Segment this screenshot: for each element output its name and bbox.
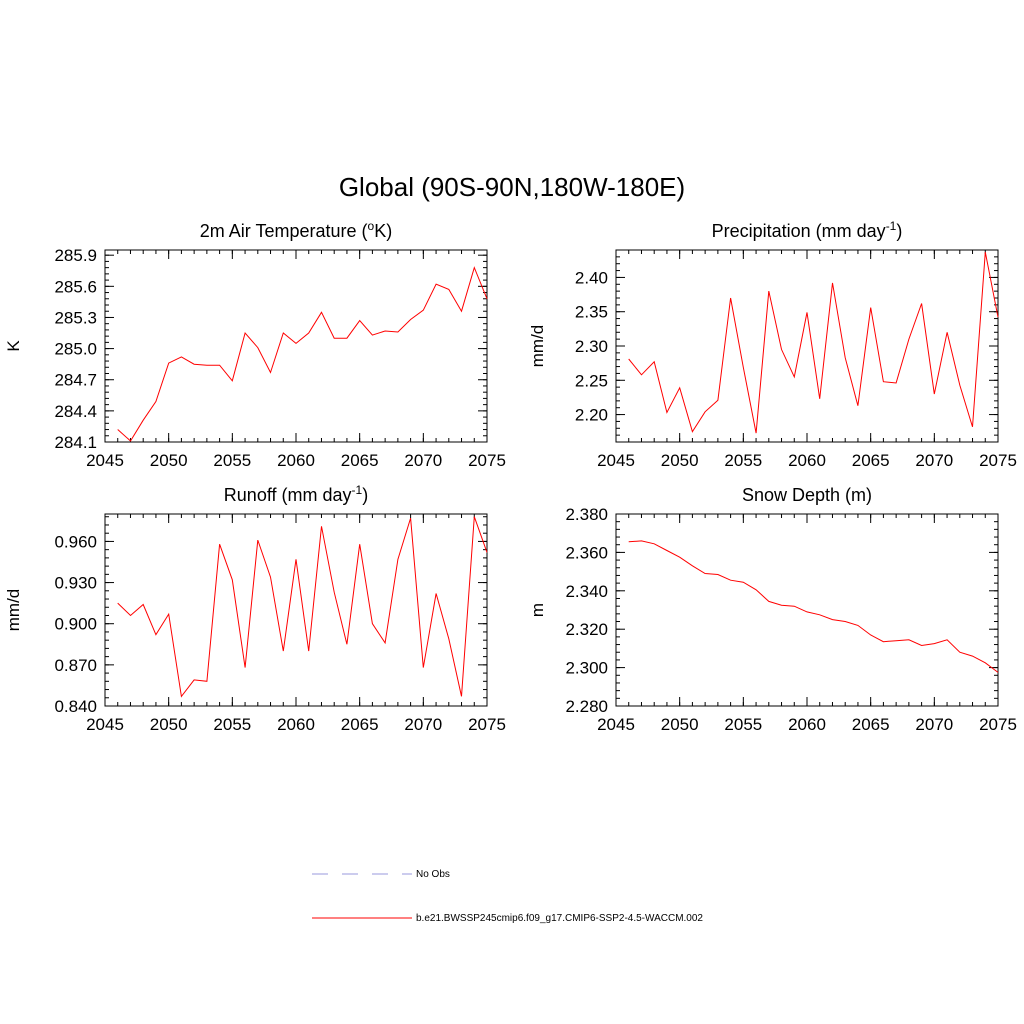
- precipitation-y-tick-label: 2.35: [575, 303, 608, 322]
- precipitation-y-tick-label: 2.40: [575, 268, 608, 287]
- precipitation-series-line: [628, 252, 999, 434]
- panel-runoff: 2045 2050 2055 2060 2065 2070 2075 0.840 0.870 0.…: [4, 483, 506, 734]
- air-temperature-y-tick-label: 285.9: [54, 246, 97, 265]
- precipitation-y-tick-label: 2.25: [575, 371, 608, 390]
- snow-depth-frame: [615, 513, 999, 707]
- runoff-y-tick-label: 0.870: [54, 656, 97, 675]
- snow-depth-y-tick-label: 2.300: [565, 659, 608, 678]
- runoff-x-tick-label: 2045: [86, 715, 124, 734]
- air-temperature-x-tick-label: 2075: [468, 451, 506, 470]
- precipitation-y-tick-label: 2.20: [575, 406, 608, 425]
- air-temperature-x-tick-label: 2070: [404, 451, 442, 470]
- precipitation-y-axis-label: mm/d: [528, 325, 547, 368]
- runoff-x-tick-label: 2065: [341, 715, 379, 734]
- precipitation-x-tick-label: 2050: [661, 451, 699, 470]
- snow-depth-x-tick-label: 2045: [597, 715, 635, 734]
- runoff-x-tick-label: 2070: [404, 715, 442, 734]
- snow-depth-y-tick-label: 2.360: [565, 543, 608, 562]
- air-temperature-frame: [104, 249, 488, 443]
- air-temperature-y-tick-label: 284.4: [54, 402, 97, 421]
- precipitation-y-tick-label: 2.30: [575, 337, 608, 356]
- snow-depth-x-tick-label: 2075: [979, 715, 1017, 734]
- air-temperature-x-tick-label: 2045: [86, 451, 124, 470]
- runoff-y-axis-label: mm/d: [4, 589, 23, 632]
- precipitation-x-tick-label: 2065: [852, 451, 890, 470]
- air-temperature-y-axis-label: K: [4, 340, 23, 352]
- runoff-y-tick-label: 0.960: [54, 532, 97, 551]
- snow-depth-title: Snow Depth (m): [742, 485, 872, 505]
- air-temperature-x-tick-label: 2050: [150, 451, 188, 470]
- runoff-y-tick-label: 0.840: [54, 697, 97, 716]
- air-temperature-series-line: [117, 266, 488, 442]
- legend: No Obs b.e21.BWSSP245cmip6.f09_g17.CMIP6…: [312, 869, 703, 924]
- air-temperature-y-tick-label: 285.3: [54, 308, 97, 327]
- runoff-x-tick-label: 2050: [150, 715, 188, 734]
- figure-title: Global (90S-90N,180W-180E): [339, 172, 685, 202]
- runoff-series-line: [117, 516, 488, 698]
- panel-air-temperature: 2045 2050 2055 2060 2065 2070 2075 284.1 284.4 28…: [4, 219, 506, 470]
- air-temperature-x-tick-label: 2055: [213, 451, 251, 470]
- air-temperature-y-tick-label: 285.6: [54, 277, 97, 296]
- precipitation-x-tick-label: 2060: [788, 451, 826, 470]
- snow-depth-y-tick-label: 2.320: [565, 620, 608, 639]
- air-temperature-title: 2m Air Temperature (oK): [200, 219, 392, 241]
- snow-depth-x-tick-label: 2070: [915, 715, 953, 734]
- snow-depth-y-tick-label: 2.340: [565, 582, 608, 601]
- air-temperature-y-tick-label: 285.0: [54, 340, 97, 359]
- snow-depth-y-axis-label: m: [528, 603, 547, 617]
- precipitation-frame: [615, 249, 999, 443]
- runoff-y-tick-label: 0.930: [54, 574, 97, 593]
- runoff-x-tick-label: 2055: [213, 715, 251, 734]
- panel-snow-depth: 2045 2050 2055 2060 2065 2070 2075 2.280 2.300 2.…: [528, 485, 1017, 734]
- precipitation-title: Precipitation (mm day-1): [712, 219, 903, 241]
- legend-label-no-obs: No Obs: [416, 869, 450, 880]
- runoff-frame: [104, 513, 488, 707]
- precipitation-x-tick-label: 2045: [597, 451, 635, 470]
- precipitation-x-tick-label: 2070: [915, 451, 953, 470]
- precipitation-x-tick-label: 2075: [979, 451, 1017, 470]
- snow-depth-x-tick-label: 2060: [788, 715, 826, 734]
- runoff-y-tick-label: 0.900: [54, 615, 97, 634]
- snow-depth-y-tick-label: 2.280: [565, 697, 608, 716]
- air-temperature-x-tick-label: 2060: [277, 451, 315, 470]
- snow-depth-series-line: [628, 540, 999, 673]
- air-temperature-x-tick-label: 2065: [341, 451, 379, 470]
- runoff-title: Runoff (mm day-1): [224, 483, 368, 505]
- runoff-x-tick-label: 2060: [277, 715, 315, 734]
- air-temperature-y-tick-label: 284.7: [54, 371, 97, 390]
- snow-depth-y-tick-label: 2.380: [565, 505, 608, 524]
- precipitation-x-tick-label: 2055: [724, 451, 762, 470]
- snow-depth-x-tick-label: 2055: [724, 715, 762, 734]
- panel-precipitation: 2045 2050 2055 2060 2065 2070 2075 2.20 2.25 2.30…: [528, 219, 1017, 470]
- snow-depth-x-tick-label: 2050: [661, 715, 699, 734]
- air-temperature-y-tick-label: 284.1: [54, 433, 97, 452]
- runoff-x-tick-label: 2075: [468, 715, 506, 734]
- snow-depth-x-tick-label: 2065: [852, 715, 890, 734]
- legend-label-model-run: b.e21.BWSSP245cmip6.f09_g17.CMIP6-SSP2-4…: [416, 913, 703, 924]
